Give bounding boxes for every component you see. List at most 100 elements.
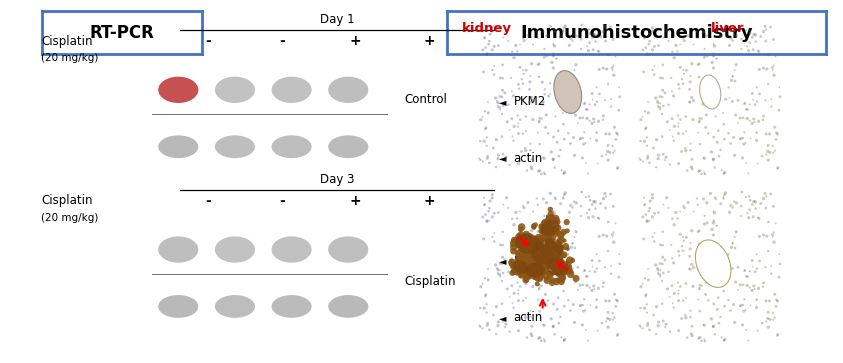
Point <box>479 293 492 299</box>
Point <box>512 124 525 130</box>
Point <box>697 29 711 35</box>
Point <box>609 303 623 309</box>
Point <box>506 134 519 139</box>
Point <box>591 48 604 54</box>
Point <box>578 267 592 273</box>
Point <box>524 331 538 337</box>
Point <box>663 162 677 168</box>
Point <box>589 305 603 310</box>
Point <box>474 305 487 311</box>
Point <box>540 261 553 267</box>
Point <box>534 271 548 277</box>
Point <box>671 113 685 118</box>
Point <box>550 56 563 62</box>
Point <box>524 147 537 153</box>
Point <box>537 170 550 175</box>
Point <box>722 95 736 101</box>
Point <box>671 216 685 221</box>
Point <box>539 125 552 130</box>
Point <box>662 269 675 275</box>
Point <box>490 137 503 143</box>
Point <box>693 168 706 174</box>
Point <box>566 99 579 105</box>
Point <box>683 99 696 105</box>
Point <box>523 266 536 272</box>
Point <box>706 41 720 47</box>
Point <box>642 160 656 166</box>
Point <box>719 190 733 196</box>
Point <box>519 254 533 260</box>
Point <box>550 229 564 234</box>
Point <box>739 307 753 313</box>
Ellipse shape <box>700 75 721 109</box>
Point <box>527 267 540 273</box>
Point <box>588 269 602 274</box>
Ellipse shape <box>271 295 312 318</box>
Point <box>557 171 571 177</box>
Point <box>498 324 512 330</box>
Point <box>572 120 585 126</box>
Point <box>717 338 731 344</box>
Point <box>742 338 755 343</box>
Point <box>529 269 543 275</box>
Point <box>557 121 571 127</box>
Point <box>518 148 532 154</box>
Point <box>604 271 618 277</box>
Point <box>532 267 545 273</box>
Point <box>545 230 558 236</box>
Point <box>518 205 531 211</box>
Point <box>750 251 764 257</box>
Point <box>497 35 510 41</box>
Point <box>696 101 710 107</box>
Point <box>702 260 716 266</box>
Text: liver: liver <box>711 22 744 35</box>
Point <box>652 323 665 329</box>
Point <box>604 96 618 102</box>
Point <box>643 205 657 211</box>
Point <box>476 47 490 53</box>
Point <box>512 257 525 263</box>
Point <box>556 196 570 201</box>
Point <box>548 331 561 337</box>
Point <box>507 93 520 99</box>
Point <box>685 95 699 101</box>
Point <box>646 214 659 220</box>
Point <box>525 250 539 256</box>
Point <box>639 212 652 217</box>
Point <box>507 260 520 266</box>
Point <box>609 130 623 136</box>
Point <box>593 66 606 72</box>
Point <box>545 60 559 65</box>
Point <box>566 73 579 79</box>
Point <box>523 86 536 92</box>
Point <box>489 331 502 337</box>
Point <box>566 302 580 307</box>
Point <box>559 244 572 249</box>
Point <box>753 66 766 72</box>
Point <box>662 102 675 108</box>
Point <box>529 252 543 258</box>
Point <box>690 29 704 34</box>
Point <box>579 273 593 279</box>
Point <box>519 128 533 134</box>
Point <box>481 99 495 105</box>
Point <box>481 320 495 326</box>
Point <box>529 247 542 253</box>
Point <box>649 95 663 101</box>
Point <box>550 139 564 145</box>
Point <box>722 252 735 257</box>
Point <box>513 264 527 269</box>
Text: (20 mg/kg): (20 mg/kg) <box>41 213 99 223</box>
Point <box>527 223 540 229</box>
Point <box>769 220 782 226</box>
Point <box>567 152 581 158</box>
Point <box>639 292 652 298</box>
Point <box>592 285 605 291</box>
Point <box>740 43 754 49</box>
Point <box>546 41 560 47</box>
Point <box>706 220 720 226</box>
Point <box>519 268 533 274</box>
Point <box>549 281 562 286</box>
Ellipse shape <box>215 236 255 263</box>
Point <box>745 287 759 293</box>
